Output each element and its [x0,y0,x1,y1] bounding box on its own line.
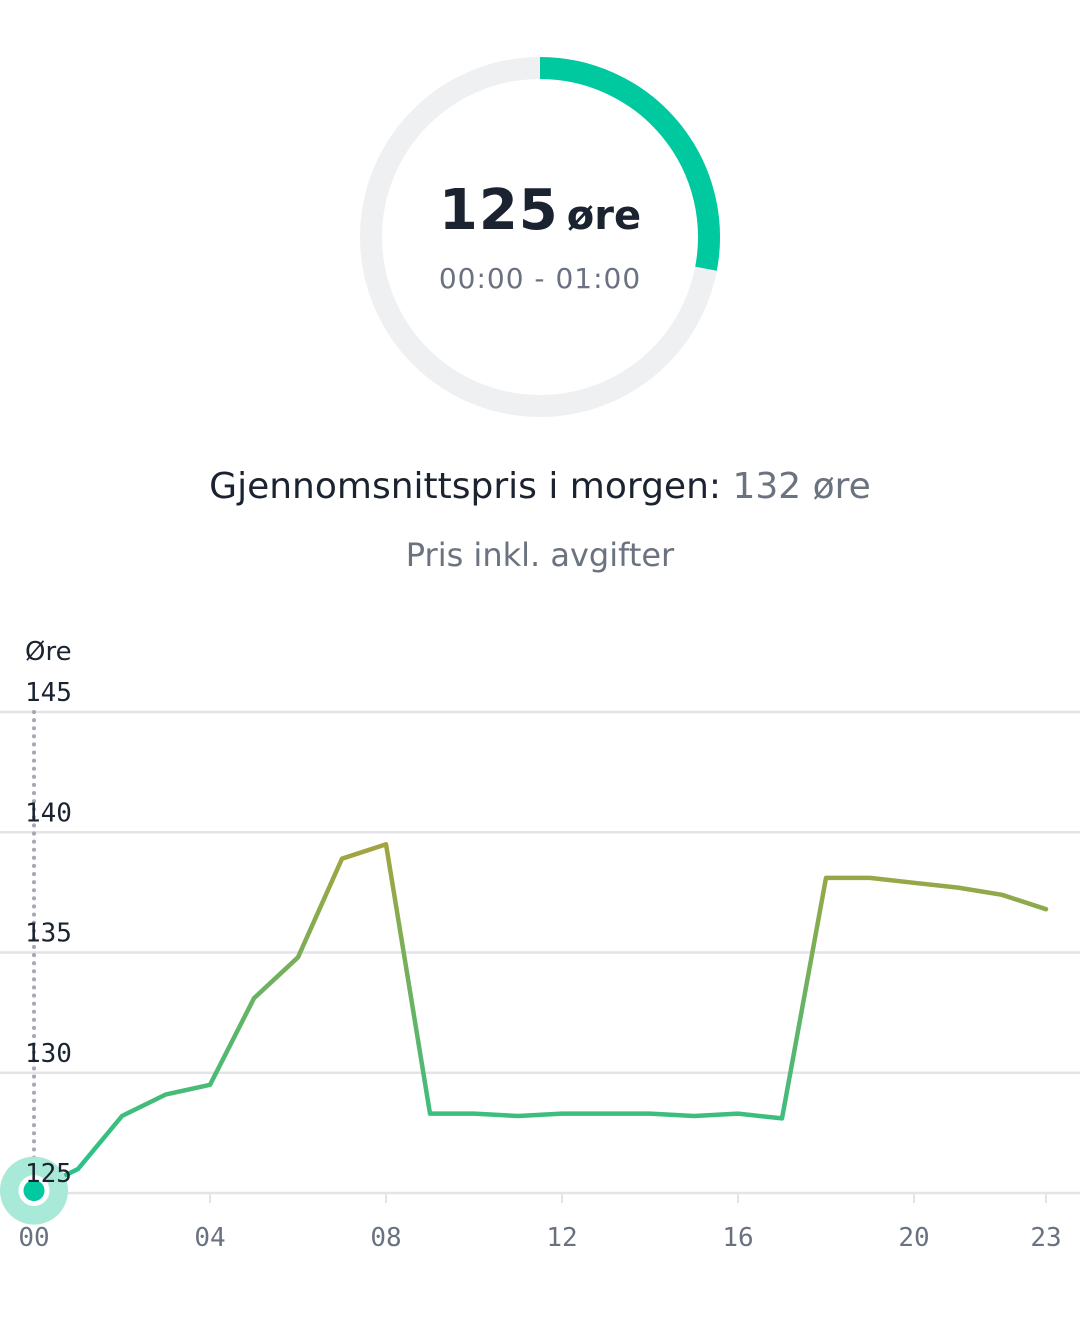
current-price-value: 125 [438,178,559,243]
price-chart[interactable]: 00 04 08 12 16 20 23 Øre 125 130 135 140 145 [0,620,1080,1280]
y-tick-label: 125 [25,1159,72,1189]
current-time-range: 00:00 - 01:00 [438,262,642,295]
x-tick-label: 16 [722,1223,753,1253]
x-tick-label: 12 [546,1223,577,1253]
y-axis-label: Øre [25,637,72,667]
gauge-fill-arc [539,57,720,271]
price-note: Pris inkl. avgifter [405,536,675,574]
x-tick-label: 00 [18,1223,49,1253]
price-line [31,842,1049,1193]
average-price-label: Gjennomsnittspris i morgen: [209,466,722,507]
current-price: 125 øre [340,178,740,243]
x-tick-label: 08 [370,1223,401,1253]
price-gauge [360,57,720,417]
x-tick-label: 20 [898,1223,929,1253]
y-tick-label: 140 [25,798,72,828]
selected-point[interactable] [18,1175,50,1207]
average-price-value: 132 øre [732,466,871,507]
x-tick-label: 23 [1030,1223,1061,1253]
average-price-line: Gjennomsnittspris i morgen: 132 øre [0,466,1080,507]
y-tick-label: 130 [25,1039,72,1069]
y-tick-label: 135 [25,919,72,949]
current-price-unit: øre [566,193,642,239]
x-tick-label: 04 [194,1223,225,1253]
y-tick-label: 145 [25,678,72,708]
